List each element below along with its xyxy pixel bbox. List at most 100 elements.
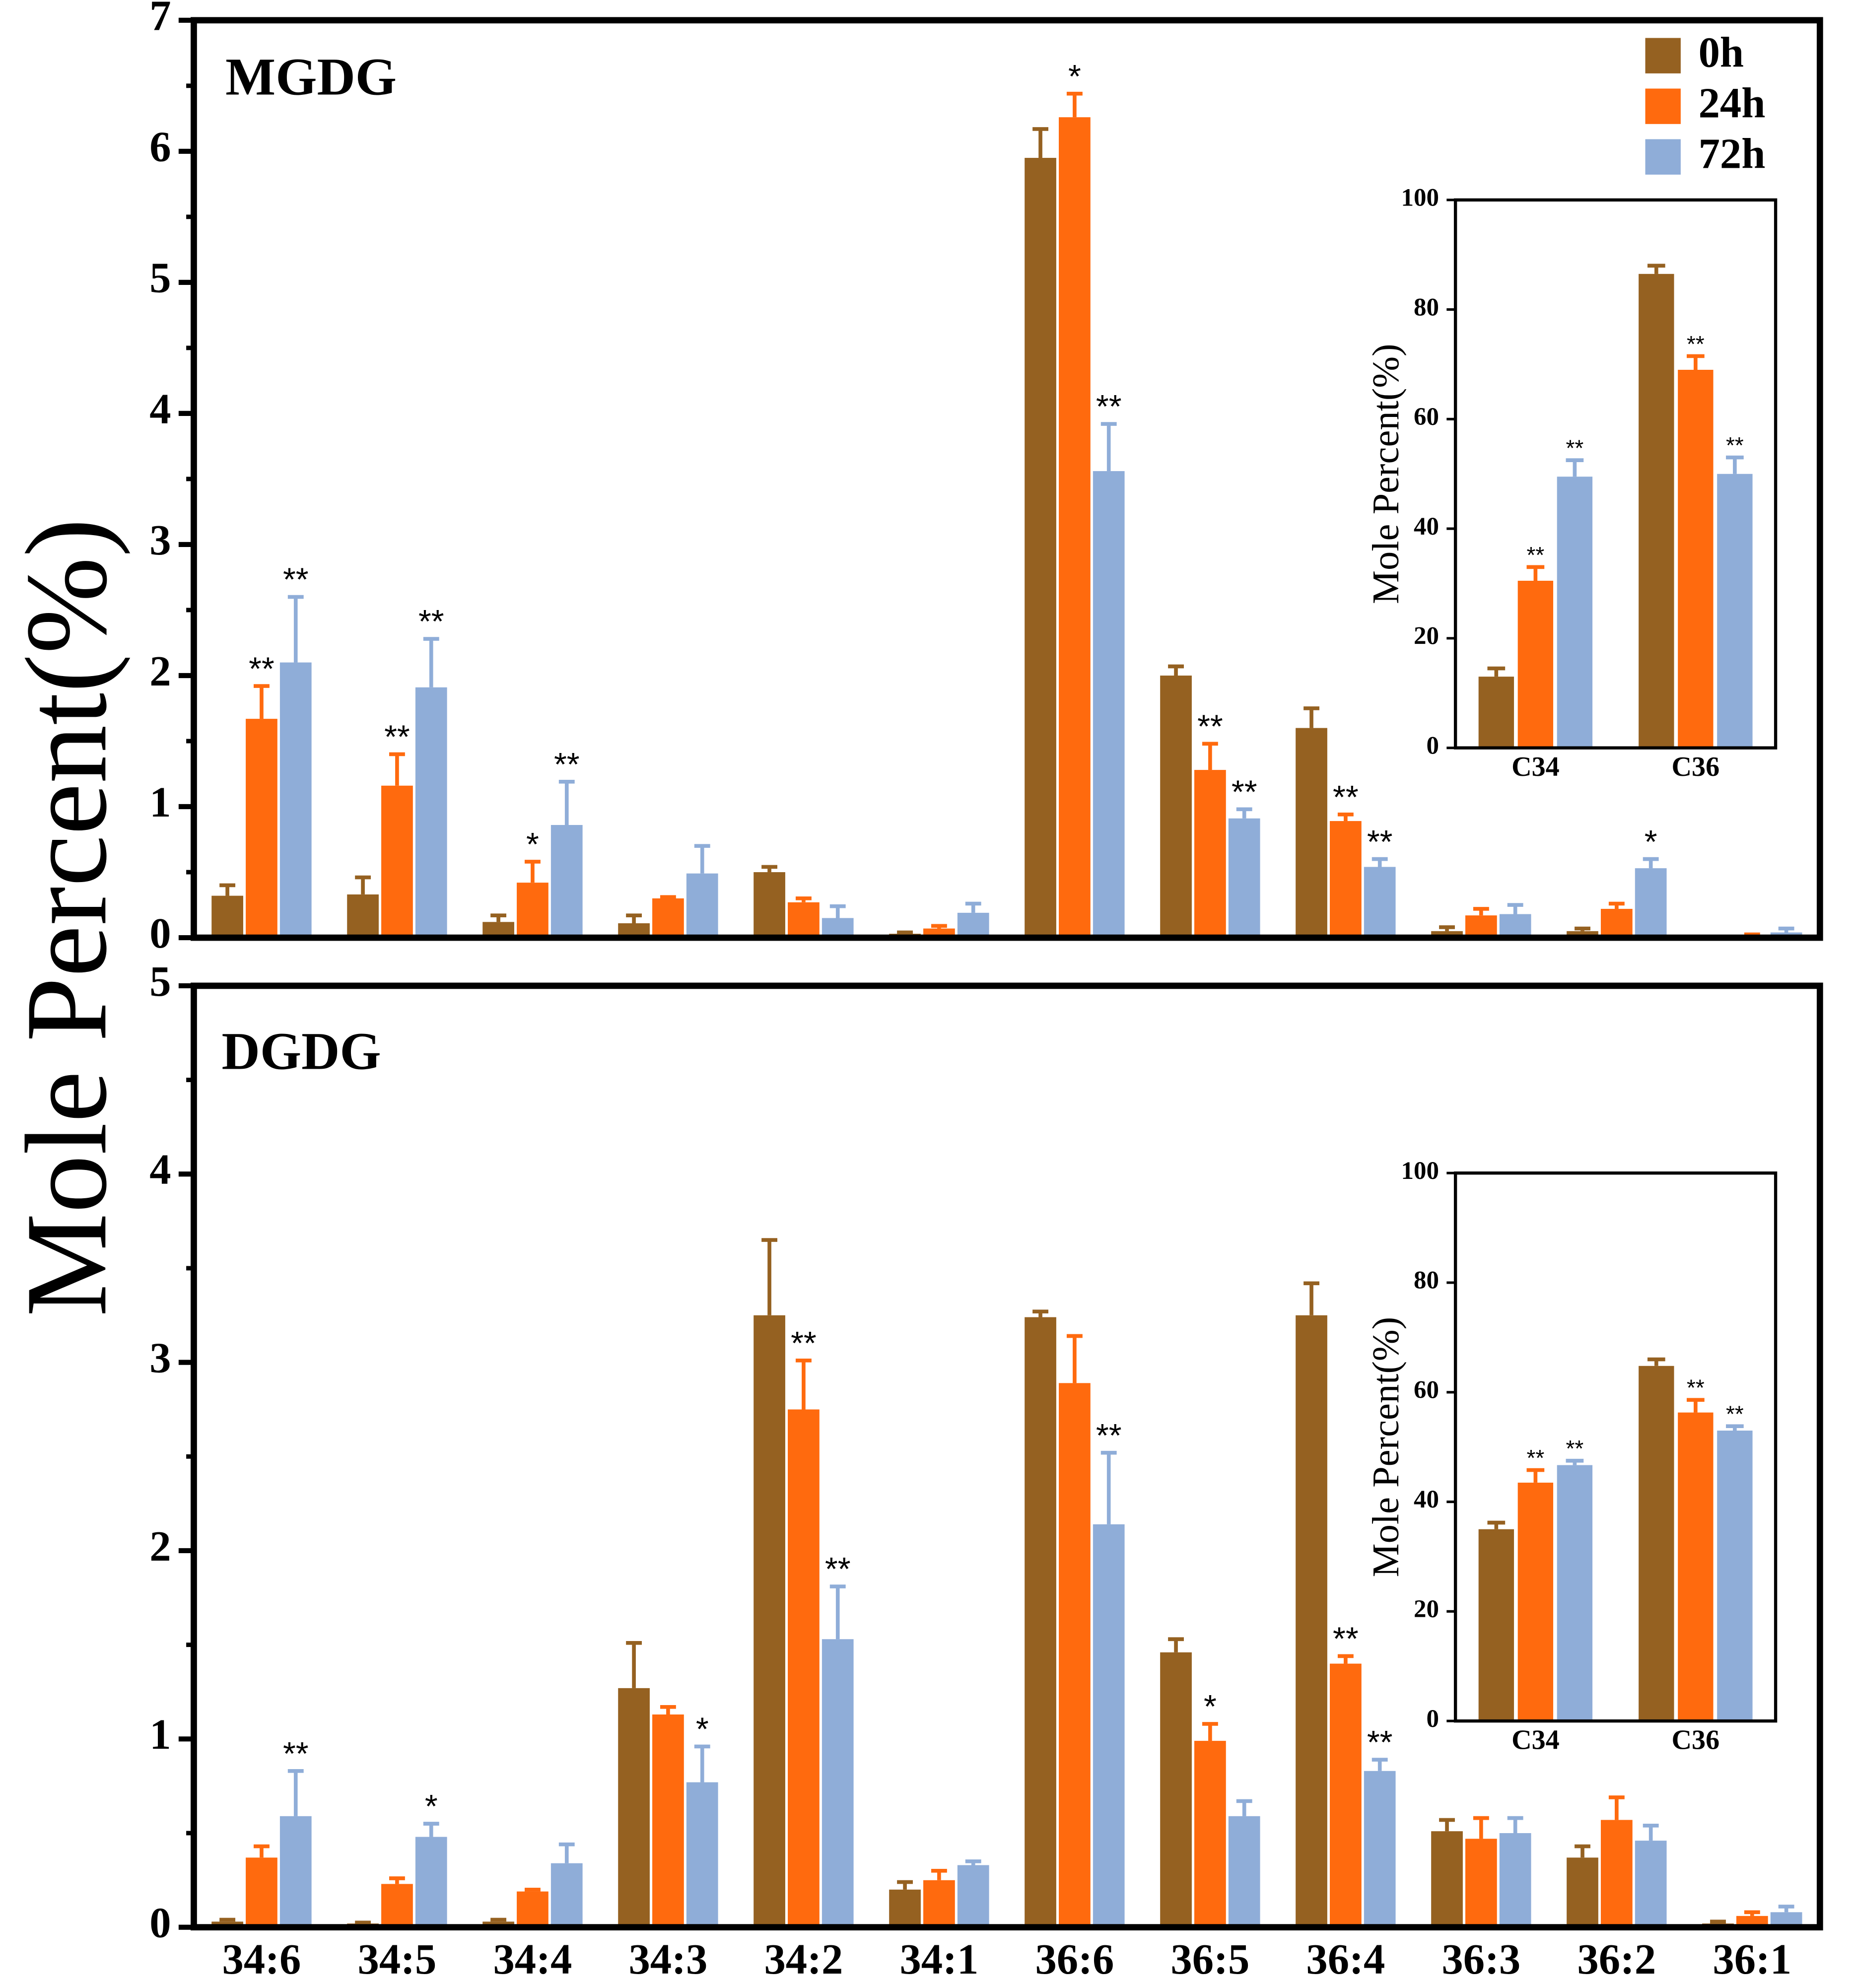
significance-label: * bbox=[526, 826, 539, 863]
bar bbox=[1717, 1431, 1753, 1721]
bar bbox=[1194, 1741, 1226, 1927]
y-tick-label: 4 bbox=[149, 385, 171, 433]
bar bbox=[1557, 1465, 1593, 1721]
bar bbox=[1517, 580, 1554, 748]
significance-label: ** bbox=[384, 719, 410, 755]
error-bar bbox=[1372, 1758, 1388, 1771]
bar bbox=[1093, 1524, 1125, 1927]
significance-label: ** bbox=[283, 561, 309, 598]
bar bbox=[415, 1837, 447, 1927]
bar bbox=[1557, 477, 1593, 748]
bar bbox=[889, 1889, 921, 1927]
bar bbox=[1465, 1839, 1497, 1927]
y-tick-label: 20 bbox=[1414, 622, 1439, 650]
bar bbox=[1228, 818, 1260, 938]
significance-label: ** bbox=[1096, 389, 1122, 425]
significance-label: ** bbox=[1232, 774, 1257, 811]
bar bbox=[1717, 474, 1753, 748]
bar bbox=[1228, 1816, 1260, 1927]
axes-frame bbox=[191, 982, 1823, 1931]
error-bar bbox=[1647, 1357, 1665, 1366]
bar bbox=[1025, 158, 1056, 938]
error-bar bbox=[389, 1876, 405, 1884]
error-bar bbox=[626, 913, 642, 924]
error-bar bbox=[1608, 901, 1625, 909]
bar bbox=[788, 902, 820, 938]
error-bar bbox=[931, 1869, 947, 1880]
panel-title: DGDG bbox=[222, 1022, 381, 1081]
bar bbox=[415, 687, 447, 938]
error-bar bbox=[829, 904, 846, 918]
error-bar bbox=[558, 780, 575, 825]
error-bar bbox=[694, 1744, 710, 1782]
error-bar bbox=[253, 684, 270, 719]
error-bar bbox=[1647, 264, 1665, 274]
bar bbox=[1059, 1383, 1091, 1927]
error-bar bbox=[1372, 857, 1388, 867]
error-bar bbox=[1608, 1795, 1625, 1820]
significance-label: ** bbox=[1726, 432, 1744, 458]
error-bar bbox=[1473, 1816, 1489, 1839]
bar bbox=[957, 1865, 989, 1927]
bar bbox=[686, 873, 718, 938]
x-tick-label: 34:2 bbox=[764, 1935, 843, 1983]
inset-y-label: Mole Percent(%) bbox=[1365, 1317, 1407, 1577]
x-tick-label: 34:6 bbox=[222, 1935, 301, 1983]
error-bar bbox=[558, 1842, 575, 1863]
error-bar bbox=[1337, 1654, 1354, 1664]
inset-y-label: Mole Percent(%) bbox=[1365, 343, 1407, 604]
bar bbox=[1329, 821, 1362, 938]
significance-label: ** bbox=[1527, 542, 1545, 568]
axes-frame bbox=[1453, 198, 1778, 750]
error-bar bbox=[1487, 666, 1506, 677]
bar bbox=[246, 719, 277, 938]
significance-label: ** bbox=[1197, 708, 1223, 745]
x-tick-label: 36:1 bbox=[1713, 1935, 1791, 1983]
error-bar bbox=[1643, 857, 1659, 869]
y-tick-label: 6 bbox=[149, 123, 171, 171]
error-bar bbox=[931, 924, 947, 929]
y-tick-label: 40 bbox=[1414, 513, 1439, 541]
y-tick-label: 7 bbox=[149, 0, 171, 40]
bar bbox=[1600, 1820, 1633, 1927]
error-bar bbox=[355, 875, 371, 894]
bar bbox=[1194, 770, 1226, 938]
error-bar bbox=[965, 901, 981, 913]
error-bar bbox=[1473, 907, 1489, 916]
error-bar bbox=[1202, 742, 1218, 770]
error-bar bbox=[490, 1918, 507, 1922]
x-tick-label: 36:2 bbox=[1577, 1935, 1656, 1983]
error-bar bbox=[423, 637, 439, 687]
significance-label: ** bbox=[791, 1325, 817, 1362]
error-bar bbox=[1202, 1722, 1218, 1741]
bar bbox=[1364, 867, 1396, 938]
error-bar bbox=[626, 1641, 642, 1688]
bar bbox=[1678, 1412, 1714, 1721]
y-tick-label: 100 bbox=[1401, 1157, 1439, 1185]
error-bar bbox=[1100, 422, 1117, 472]
error-bar bbox=[1643, 1823, 1659, 1841]
x-tick-label: 34:5 bbox=[358, 1935, 437, 1983]
bar bbox=[381, 785, 413, 938]
error-bar bbox=[389, 752, 405, 786]
bar bbox=[550, 1863, 583, 1927]
bar bbox=[211, 895, 243, 938]
error-bar bbox=[490, 913, 507, 922]
panel-title: MGDG bbox=[225, 48, 397, 106]
significance-label: ** bbox=[1333, 779, 1359, 816]
y-tick-label: 0 bbox=[1426, 1705, 1439, 1733]
error-bar bbox=[219, 1918, 236, 1922]
bar bbox=[1093, 471, 1125, 938]
bar bbox=[957, 912, 989, 938]
bar bbox=[1059, 117, 1091, 938]
error-bar bbox=[287, 595, 304, 663]
error-bar bbox=[1337, 813, 1354, 822]
x-tick-label: 36:6 bbox=[1035, 1935, 1114, 1983]
error-bar bbox=[355, 1920, 371, 1924]
bar bbox=[686, 1782, 718, 1927]
error-bar bbox=[1526, 1468, 1545, 1483]
significance-label: * bbox=[696, 1711, 709, 1748]
error-bar bbox=[965, 1859, 981, 1865]
error-bar bbox=[1687, 1398, 1705, 1413]
